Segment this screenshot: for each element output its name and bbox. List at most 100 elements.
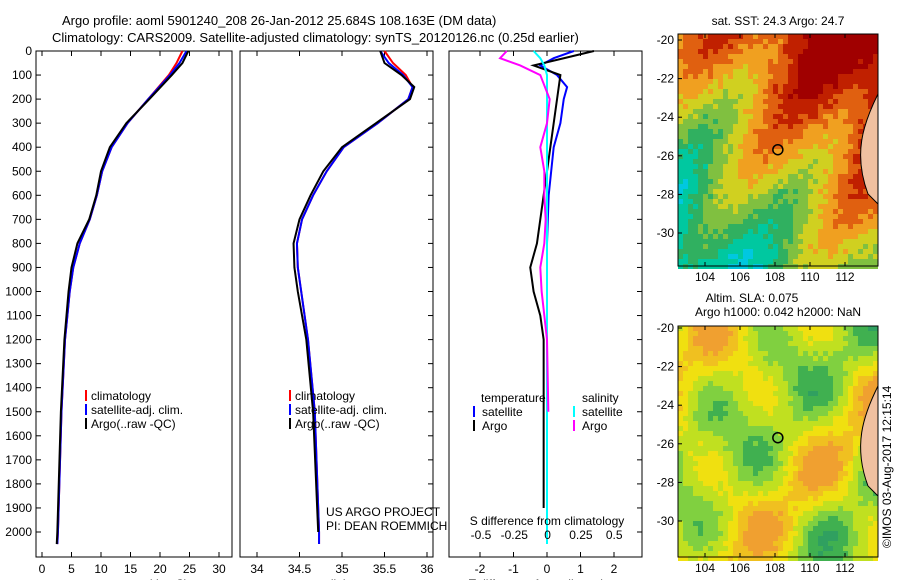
map-cell: [778, 531, 783, 536]
map-cell: [698, 426, 703, 431]
map-cell: [738, 109, 743, 114]
map-cell: [718, 194, 723, 199]
map-cell: [853, 351, 858, 356]
map-cell: [783, 421, 788, 426]
map-cell: [718, 149, 723, 154]
map-cell: [833, 371, 838, 376]
map-cell: [708, 204, 713, 209]
map-cell: [788, 109, 793, 114]
map-cell: [683, 34, 688, 39]
s-tick-label: -0.5: [471, 528, 492, 542]
map-cell: [718, 456, 723, 461]
map-cell: [713, 179, 718, 184]
map-cell: [828, 59, 833, 64]
map-cell: [828, 34, 833, 39]
map-cell: [803, 546, 808, 551]
map-cell: [758, 59, 763, 64]
map-cell: [713, 516, 718, 521]
map-cell: [758, 421, 763, 426]
map-cell: [723, 456, 728, 461]
map-cell: [868, 244, 873, 249]
map-cell: [768, 89, 773, 94]
map-cell: [873, 254, 878, 259]
map-cell: [763, 471, 768, 476]
map-cell: [738, 386, 743, 391]
map-cell: [853, 214, 858, 219]
map-cell: [868, 219, 873, 224]
map-cell: [743, 224, 748, 229]
map-cell: [768, 526, 773, 531]
map-cell: [778, 461, 783, 466]
map-cell: [713, 54, 718, 59]
map-cell: [728, 471, 733, 476]
map-cell: [683, 184, 688, 189]
map-cell: [798, 229, 803, 234]
map-cell: [758, 119, 763, 124]
map-cell: [823, 44, 828, 49]
map-cell: [748, 516, 753, 521]
map-cell: [718, 396, 723, 401]
map-cell: [823, 79, 828, 84]
map-cell: [858, 109, 863, 114]
map-cell: [788, 259, 793, 264]
map-cell: [783, 376, 788, 381]
map-cell: [833, 79, 838, 84]
map-cell: [738, 49, 743, 54]
map-cell: [698, 511, 703, 516]
map-x-tick-label: 106: [730, 270, 750, 284]
map-cell: [743, 209, 748, 214]
map-cell: [798, 114, 803, 119]
map-cell: [773, 229, 778, 234]
map-cell: [813, 506, 818, 511]
map-cell: [818, 456, 823, 461]
map-cell: [828, 169, 833, 174]
map-cell: [698, 361, 703, 366]
map-cell: [728, 336, 733, 341]
coastline: [860, 93, 879, 205]
map-cell: [683, 39, 688, 44]
map-cell: [813, 516, 818, 521]
map-cell: [778, 79, 783, 84]
map-cell: [808, 481, 813, 486]
map-cell: [778, 556, 783, 561]
map-cell: [818, 521, 823, 526]
map-cell: [703, 396, 708, 401]
map-cell: [778, 386, 783, 391]
map-cell: [753, 476, 758, 481]
map-cell: [808, 506, 813, 511]
map-cell: [838, 371, 843, 376]
map-cell: [713, 416, 718, 421]
map-cell: [803, 551, 808, 556]
map-cell: [843, 74, 848, 79]
map-cell: [743, 556, 748, 561]
map-cell: [853, 551, 858, 556]
map-cell: [793, 421, 798, 426]
map-cell: [773, 426, 778, 431]
map-cell: [798, 249, 803, 254]
map-cell: [693, 99, 698, 104]
map-cell: [808, 361, 813, 366]
map-cell: [738, 214, 743, 219]
map-cell: [823, 204, 828, 209]
map-cell: [828, 526, 833, 531]
map-cell: [683, 234, 688, 239]
map-cell: [733, 531, 738, 536]
map-cell: [798, 199, 803, 204]
map-cell: [738, 521, 743, 526]
map-cell: [708, 336, 713, 341]
map-cell: [803, 486, 808, 491]
x-axis-label: temperature (deg C): [80, 577, 188, 580]
map-cell: [723, 471, 728, 476]
map-cell: [768, 506, 773, 511]
map-cell: [678, 69, 683, 74]
map-title: sat. SST: 24.3 Argo: 24.7: [712, 14, 845, 28]
map-cell: [753, 54, 758, 59]
map-cell: [743, 496, 748, 501]
map-cell: [773, 521, 778, 526]
map-cell: [743, 466, 748, 471]
map-cell: [813, 139, 818, 144]
map-cell: [858, 184, 863, 189]
map-cell: [853, 199, 858, 204]
map-cell: [828, 239, 833, 244]
map-cell: [823, 199, 828, 204]
